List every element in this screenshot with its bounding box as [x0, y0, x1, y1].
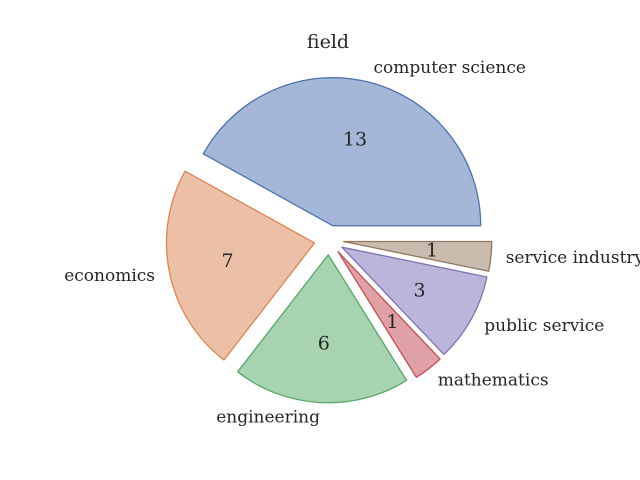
pie-slice-economics [165, 170, 316, 361]
category-label-mathematics: mathematics [438, 370, 549, 390]
category-label-economics: economics [64, 266, 155, 286]
pie-labels: 13 computer science 7 economics 6 engineering… [64, 58, 640, 427]
pie-slice-computer-science [202, 77, 482, 227]
pie-slice-service-industry [343, 240, 493, 272]
value-label-service-industry: 1 [426, 239, 438, 261]
pie-slice-mathematics [337, 251, 441, 378]
pie-slices [165, 77, 493, 404]
category-label-computer-science: computer science [374, 58, 526, 78]
value-label-engineering: 6 [318, 332, 330, 354]
category-label-engineering: engineering [216, 407, 320, 427]
chart-title: field [307, 31, 349, 53]
category-label-service-industry: service industry [506, 248, 640, 268]
value-label-public-service: 3 [414, 279, 426, 301]
pie-slice-engineering [237, 254, 408, 404]
pie-slice-public-service [341, 246, 488, 356]
value-label-economics: 7 [221, 250, 233, 272]
category-label-public-service: public service [484, 316, 604, 336]
value-label-computer-science: 13 [343, 129, 367, 151]
value-label-mathematics: 1 [386, 311, 398, 333]
